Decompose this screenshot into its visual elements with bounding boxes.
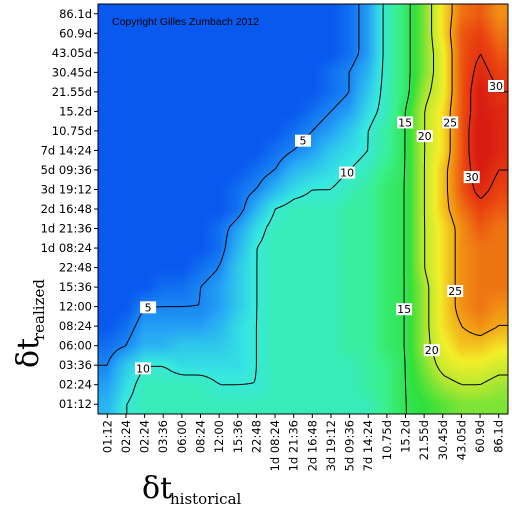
y-tick-label: 3d 19:12 [41, 182, 92, 196]
x-tick-label: 30.45d [436, 420, 450, 460]
x-tick-label: 10.75d [380, 420, 394, 460]
svg-text:25: 25 [448, 285, 462, 298]
contour-label-20: 20 [423, 344, 440, 357]
x-tick-label: 1d 08:24 [268, 420, 282, 471]
svg-text:5: 5 [300, 135, 307, 148]
y-tick-label: 10.75d [52, 124, 92, 138]
svg-text:30: 30 [465, 171, 479, 184]
y-tick-label: 1d 21:36 [41, 222, 92, 236]
x-tick-label: 7d 14:24 [361, 420, 375, 471]
contour-label-15: 15 [397, 116, 414, 129]
contour-label-30: 30 [488, 80, 504, 93]
y-tick-label: 06:00 [59, 339, 92, 353]
contour-label-5: 5 [140, 301, 157, 314]
y-tick-label: 7d 14:24 [41, 143, 92, 157]
x-tick-label: 1d 21:36 [287, 420, 301, 471]
x-tick-label: 3d 19:12 [324, 420, 338, 471]
y-tick-label: 15.2d [59, 104, 92, 118]
y-tick-label: 2d 16:48 [41, 202, 92, 216]
x-axis-label-subscript: historical [170, 490, 242, 508]
y-axis-label-subscript: realized [30, 279, 48, 340]
x-axis-ticks: 01:12 02:24 02:24 03:36 06:00 08:24 12:00 15:36… [100, 414, 506, 471]
y-axis-ticks: 86.1d 60.9d 43.05d 30.45d 21.55d 15.2d 10.75d 7… [41, 7, 98, 411]
contour-labels: 5 5 10 10 15 15 20 20 25 25 30 30 [135, 80, 504, 375]
x-tick-label: 86.1d [492, 420, 506, 453]
x-tick-label: 02:24 [138, 420, 152, 453]
x-tick-label: 22:48 [249, 420, 263, 453]
x-tick-label: 15:36 [231, 420, 245, 453]
y-tick-label: 43.05d [52, 46, 92, 60]
contour-line-10 [126, 4, 384, 414]
x-tick-label: 12:00 [212, 420, 226, 453]
x-tick-label: 15.2d [399, 420, 413, 453]
x-tick-label: 01:12 [100, 420, 114, 453]
contour-label-5: 5 [295, 134, 311, 148]
contour-line-20 [423, 4, 508, 386]
y-tick-label: 22:48 [59, 261, 92, 275]
contour-label-15: 15 [396, 303, 413, 316]
heatmap-image [98, 4, 508, 414]
svg-text:10: 10 [136, 362, 150, 375]
x-tick-label: 02:24 [119, 420, 133, 453]
x-tick-label: 21.55d [417, 420, 431, 460]
y-tick-label: 02:24 [59, 378, 92, 392]
y-axis-label: δt realized [11, 279, 48, 368]
y-tick-label: 1d 08:24 [41, 241, 92, 255]
x-tick-label: 5d 09:36 [343, 420, 357, 471]
svg-text:15: 15 [397, 303, 411, 316]
contour-label-30: 30 [463, 171, 480, 184]
x-axis-label-symbol: δt [142, 471, 172, 506]
svg-text:30: 30 [489, 80, 503, 93]
svg-text:15: 15 [398, 116, 412, 129]
y-tick-label: 30.45d [52, 65, 92, 79]
svg-text:10: 10 [340, 167, 354, 180]
y-tick-label: 60.9d [59, 26, 92, 40]
contour-line-15 [403, 4, 411, 414]
y-tick-label: 21.55d [52, 85, 92, 99]
contour-label-25: 25 [442, 116, 459, 129]
svg-text:25: 25 [443, 116, 457, 129]
y-axis-label-symbol: δt [11, 338, 46, 368]
contour-label-25: 25 [447, 285, 464, 298]
svg-text:20: 20 [418, 130, 432, 143]
contour-label-10: 10 [135, 362, 151, 375]
x-tick-label: 03:36 [156, 420, 170, 453]
y-tick-label: 86.1d [59, 7, 92, 21]
y-tick-label: 15:36 [59, 280, 92, 294]
svg-text:5: 5 [145, 301, 152, 314]
x-tick-label: 2d 16:48 [305, 420, 319, 471]
x-tick-label: 60.9d [473, 420, 487, 453]
x-tick-label: 08:24 [194, 420, 208, 453]
x-tick-label: 43.05d [454, 420, 468, 460]
x-axis-label: δt historical [142, 471, 242, 508]
copyright-text: Copyright Gilles Zumbach 2012 [112, 16, 259, 28]
y-tick-label: 03:36 [59, 358, 92, 372]
y-tick-label: 5d 09:36 [41, 163, 92, 177]
svg-text:20: 20 [425, 344, 439, 357]
x-tick-label: 06:00 [175, 420, 189, 453]
contour-label-20: 20 [416, 130, 433, 143]
contour-line-25 [446, 4, 508, 337]
y-tick-label: 08:24 [59, 319, 92, 333]
contour-label-10: 10 [339, 166, 356, 180]
y-tick-label: 01:12 [59, 397, 92, 411]
plot-area: 5 5 10 10 15 15 20 20 25 25 30 30 [98, 4, 508, 414]
y-tick-label: 12:00 [59, 300, 92, 314]
